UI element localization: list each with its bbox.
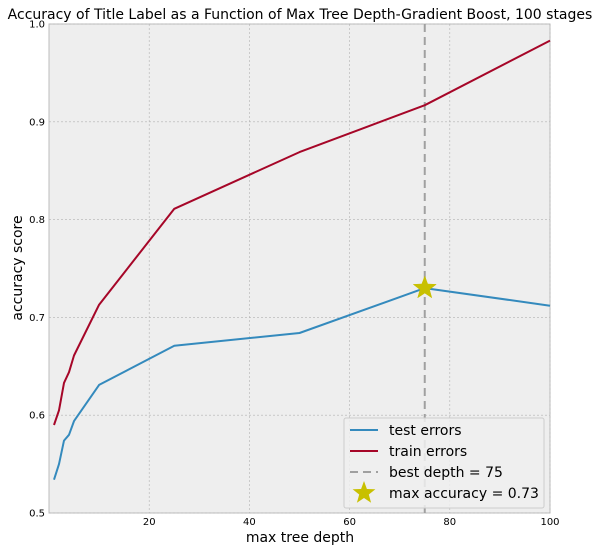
y-tick-label: 1.0 — [29, 20, 45, 31]
series-layer — [53, 39, 551, 481]
legend-swatch-max-accuracy-star-icon — [352, 481, 376, 503]
x-tick-label: 80 — [443, 517, 456, 528]
legend: test errors train errors best depth = 75… — [343, 417, 545, 509]
y-axis-label: accuracy score — [10, 215, 26, 320]
legend-box — [343, 417, 545, 509]
legend-label-max-accuracy: max accuracy = 0.73 — [389, 486, 539, 502]
x-axis-label: max tree depth — [246, 530, 354, 546]
max-accuracy-star-marker — [412, 275, 437, 299]
y-tick-label: 0.9 — [29, 117, 45, 128]
y-tick-label: 0.6 — [29, 411, 45, 422]
y-tick-label: 0.5 — [29, 509, 45, 520]
x-tick-label: 40 — [243, 517, 256, 528]
legend-label-best-depth: best depth = 75 — [389, 465, 503, 481]
x-tick-label: 100 — [540, 517, 559, 528]
series-line-test-errors — [53, 287, 551, 481]
x-axis-ticks: 20 40 60 80 100 — [143, 517, 560, 528]
y-tick-label: 0.8 — [29, 215, 45, 226]
chart-title: Accuracy of Title Label as a Function of… — [8, 7, 593, 23]
x-tick-label: 60 — [343, 517, 356, 528]
series-line-train-errors — [53, 39, 551, 426]
marker-layer — [412, 275, 437, 299]
y-tick-label: 0.7 — [29, 313, 45, 324]
x-tick-label: 20 — [143, 517, 156, 528]
legend-label-test-errors: test errors — [389, 423, 462, 439]
legend-label-train-errors: train errors — [389, 444, 467, 460]
grid-lines — [49, 23, 551, 514]
y-axis-ticks: 0.5 0.6 0.7 0.8 0.9 1.0 — [29, 20, 45, 520]
